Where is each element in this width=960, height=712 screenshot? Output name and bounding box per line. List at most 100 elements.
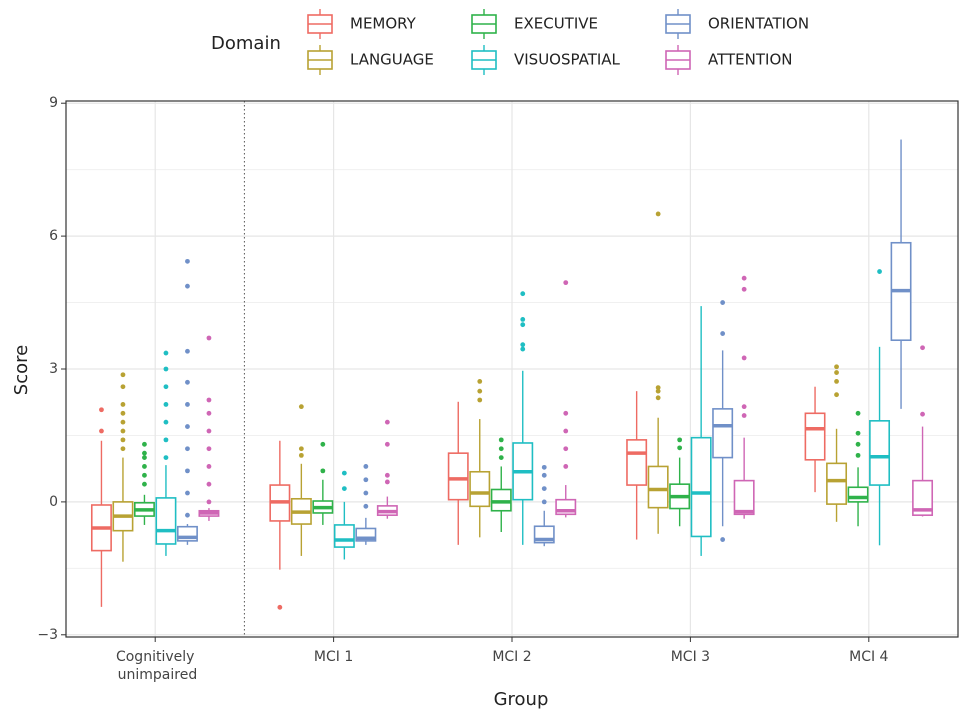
outlier [206,464,212,469]
outlier [384,419,390,425]
outlier [120,384,126,390]
outlier [185,468,190,474]
outlier [341,486,347,492]
outlier [741,355,747,361]
outlier [120,437,126,443]
outlier [185,424,190,429]
legend-title: Domain [211,33,281,54]
outlier [142,472,147,478]
outlier [185,446,190,452]
outlier [855,430,861,436]
outlier [477,379,483,384]
x-tick-label: Cognitively unimpaired [113,649,197,683]
outlier [520,316,526,322]
legend-label: VISUOSPATIAL [514,51,621,69]
outlier [498,446,504,452]
outlier [120,410,126,416]
outlier [320,441,326,447]
outlier [520,346,526,352]
outlier [142,441,147,447]
outlier [563,446,569,452]
y-tick-label: 9 [49,95,58,111]
outlier [142,455,147,460]
outlier [320,468,326,474]
outlier [655,395,661,401]
outlier [206,335,212,341]
outlier [363,503,369,509]
outlier [99,428,104,434]
x-tick-label: MCI 3 [671,649,710,665]
outlier [163,384,169,390]
outlier [363,477,369,483]
outlier [142,464,147,469]
outlier [185,283,190,289]
outlier [277,604,283,610]
box [733,479,755,516]
x-tick-label: MCI 4 [849,649,888,665]
outlier [855,452,861,458]
outlier [120,428,126,434]
outlier [163,437,169,443]
outlier [877,269,882,274]
outlier [741,286,747,292]
outlier [563,428,569,434]
legend-item: MEMORY [307,9,417,39]
box [469,470,491,508]
y-tick-label: 3 [49,361,58,377]
outlier [541,464,547,470]
box [869,420,891,486]
outlier [741,404,747,410]
box [804,412,826,461]
outlier [834,370,839,375]
outlier [120,402,126,407]
outlier [677,437,683,443]
legend-label: LANGUAGE [350,51,434,69]
outlier [541,486,547,492]
outlier [655,385,661,391]
outlier [384,472,390,478]
legend-item: VISUOSPATIAL [471,45,621,75]
outlier [185,379,190,385]
outlier [185,402,190,407]
box [490,488,512,512]
box [647,465,669,509]
x-tick-label: MCI 1 [314,649,353,665]
outlier [163,455,169,460]
y-tick-label: 0 [49,494,58,510]
outlier [520,322,526,328]
y-axis-title: Score [11,345,32,395]
box [690,436,712,538]
box [912,479,934,516]
outlier [677,445,683,451]
outlier [855,441,861,447]
outlier [206,428,212,434]
outlier [206,481,212,487]
outlier [855,410,861,416]
legend-label: ORIENTATION [708,15,809,33]
box [333,524,355,548]
outlier [920,345,925,351]
outlier [163,350,169,356]
outlier [563,410,569,416]
box [847,486,869,503]
legend-item: EXECUTIVE [471,9,598,39]
outlier [720,300,726,305]
outlier [720,537,726,542]
legend-label: EXECUTIVE [514,15,598,33]
box [155,497,177,545]
outlier [477,388,483,394]
box [447,452,469,501]
outlier [741,413,747,418]
outlier [120,419,126,425]
y-tick-label: −3 [37,627,58,643]
outlier [655,211,661,217]
legend-label: MEMORY [350,15,417,33]
outlier [142,481,147,487]
outlier [520,291,526,297]
outlier [163,366,169,372]
outlier [655,388,661,394]
outlier [834,379,839,384]
legend-label: ATTENTION [708,51,792,69]
outlier [363,464,369,469]
